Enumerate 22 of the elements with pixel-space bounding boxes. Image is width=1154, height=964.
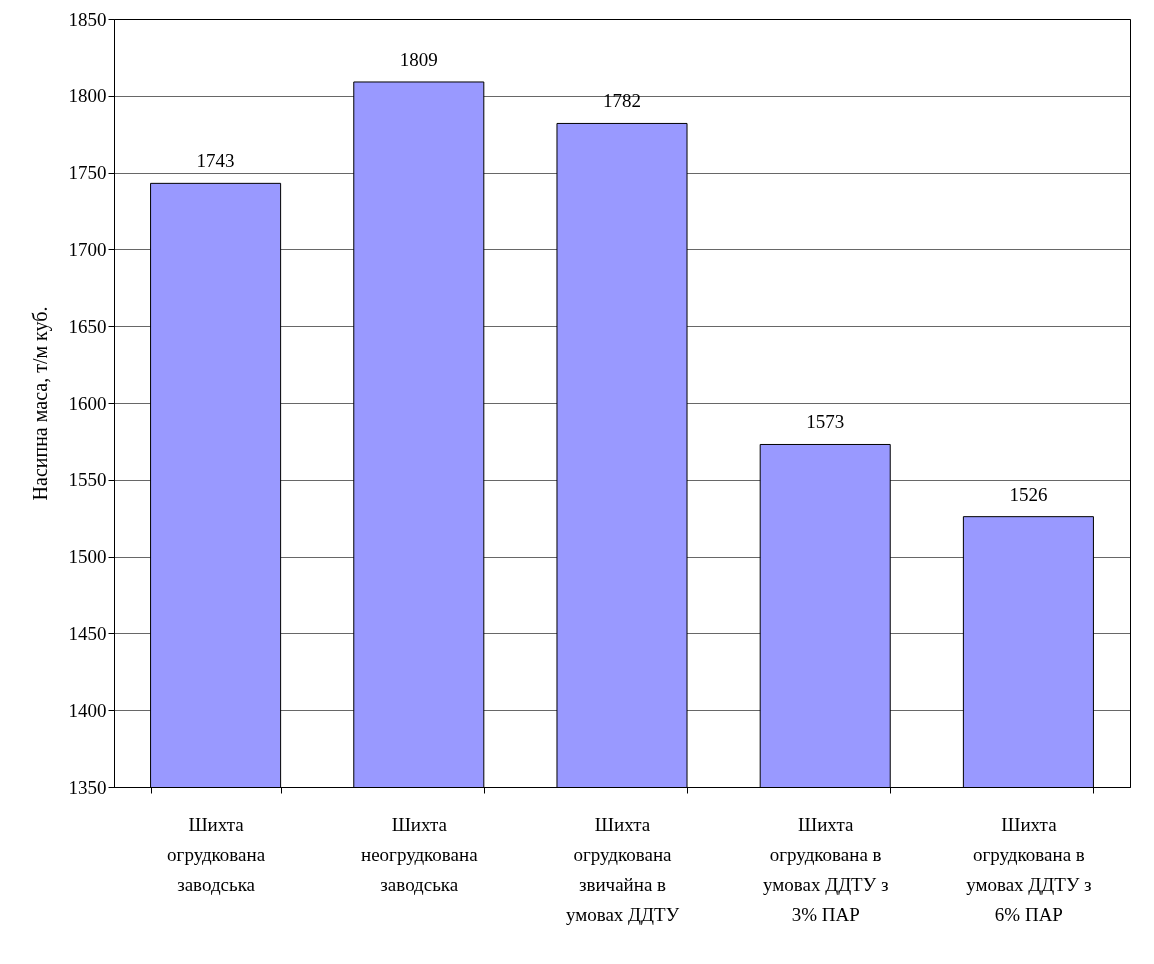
y-tick-label: 1650	[68, 315, 107, 337]
data-label: 1809	[399, 48, 438, 70]
data-label: 1526	[1009, 483, 1048, 505]
y-axis-title: Насипна маса, т/м куб.	[28, 306, 52, 501]
x-tick-label: Шихта огрудкована заводська	[167, 813, 266, 895]
x-tick-label: Шихта огрудкована в умовах ДДТУ з 6% ПАР	[966, 813, 1092, 925]
y-tick-label: 1450	[68, 622, 107, 644]
x-tick-label: Шихта огрудкована в умовах ДДТУ з 3% ПАР	[762, 813, 889, 925]
data-label: 1573	[806, 411, 845, 433]
y-tick-label: 1850	[68, 8, 107, 30]
data-label: 1743	[196, 150, 235, 172]
y-tick-label: 1800	[68, 85, 107, 107]
y-tick-label: 1400	[68, 699, 107, 721]
x-tick-label: Шихта огрудкована звичайна в умовах ДДТУ	[565, 813, 680, 925]
y-tick-label: 1750	[68, 162, 107, 184]
y-tick-label: 1550	[68, 469, 107, 491]
y-tick-label: 1350	[68, 776, 107, 798]
x-tick-label: Шихта неогрудкована заводська	[360, 813, 479, 895]
data-label: 1782	[603, 90, 641, 112]
y-tick-label: 1600	[68, 392, 107, 414]
y-tick-label: 1500	[68, 546, 107, 568]
y-tick-label: 1700	[68, 238, 107, 260]
